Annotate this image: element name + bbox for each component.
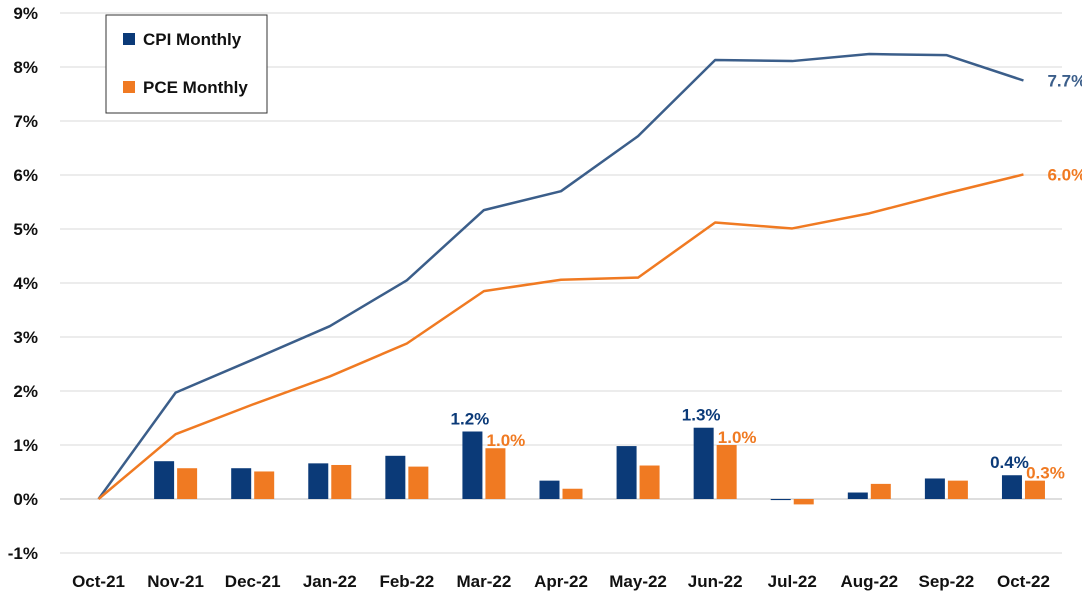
y-tick-label: 3% [13, 328, 38, 347]
y-tick-label: 9% [13, 4, 38, 23]
data-label: 1.3% [682, 406, 721, 425]
y-tick-label: 1% [13, 436, 38, 455]
x-tick-label: Dec-21 [225, 572, 281, 591]
x-tick-label: May-22 [609, 572, 667, 591]
data-label: 7.7% [1047, 72, 1082, 91]
x-tick-label: Nov-21 [147, 572, 204, 591]
bar [847, 492, 868, 499]
bar [539, 480, 560, 499]
y-tick-label: 0% [13, 490, 38, 509]
data-label: 6.0% [1047, 165, 1082, 184]
x-tick-label: Oct-22 [997, 572, 1050, 591]
data-label: 1.0% [487, 431, 526, 450]
bar [1001, 475, 1022, 499]
y-tick-label: -1% [8, 544, 38, 563]
series-line [97, 173, 1024, 500]
bar [308, 463, 329, 499]
data-label: 0.4% [990, 453, 1029, 472]
bar [1024, 480, 1045, 499]
bar [462, 431, 483, 499]
data-label: 0.3% [1026, 464, 1065, 483]
y-tick-label: 4% [13, 274, 38, 293]
bar [639, 465, 660, 499]
legend-box [105, 14, 268, 114]
legend-label-cpi: CPI Monthly [143, 30, 242, 49]
bar [177, 468, 198, 499]
line-series [97, 52, 1024, 500]
data-labels: 1.2% 1.0% 1.3% 1.0% 0.4%0.3% 7.7% 6.0% [451, 72, 1082, 483]
legend: CPI Monthly PCE Monthly [105, 14, 268, 114]
bar [924, 478, 945, 499]
data-label: 1.2% [451, 410, 490, 429]
bar [562, 488, 583, 499]
y-tick-label: 6% [13, 166, 38, 185]
bar [485, 448, 506, 499]
bar [331, 464, 352, 499]
data-label: 1.0% [718, 428, 757, 447]
bar [231, 468, 252, 499]
series-line [97, 52, 1024, 500]
y-tick-label: 8% [13, 58, 38, 77]
x-tick-label: Oct-21 [72, 572, 125, 591]
legend-swatch-pce [123, 81, 135, 93]
y-tick-label: 7% [13, 112, 38, 131]
x-tick-label: Jul-22 [768, 572, 817, 591]
x-tick-label: Jan-22 [303, 572, 357, 591]
x-tick-label: Feb-22 [379, 572, 434, 591]
x-tick-label: Jun-22 [688, 572, 743, 591]
x-axis-ticks: Oct-21 Nov-21 Dec-21 Jan-22 Feb-22 Mar-22 Apr-… [72, 572, 1050, 591]
bar [254, 471, 275, 499]
bar [154, 461, 175, 499]
y-axis-ticks: -1% 0% 1% 2% 3% 4% 5% 6% 7% 8% 9% [8, 4, 38, 563]
bar [870, 483, 891, 499]
bar [716, 445, 737, 499]
legend-swatch-cpi [123, 33, 135, 45]
y-tick-label: 2% [13, 382, 38, 401]
bar [385, 455, 406, 499]
x-tick-label: Aug-22 [840, 572, 898, 591]
legend-label-pce: PCE Monthly [143, 78, 248, 97]
y-tick-label: 5% [13, 220, 38, 239]
bar [793, 499, 814, 505]
gridlines [60, 12, 1062, 554]
bar [947, 480, 968, 499]
bar [770, 499, 791, 501]
x-tick-label: Sep-22 [919, 572, 975, 591]
x-tick-label: Mar-22 [457, 572, 512, 591]
bar [408, 466, 429, 499]
bar [616, 446, 637, 499]
x-tick-label: Apr-22 [534, 572, 588, 591]
bar [693, 427, 714, 499]
bar-series [154, 427, 1045, 505]
